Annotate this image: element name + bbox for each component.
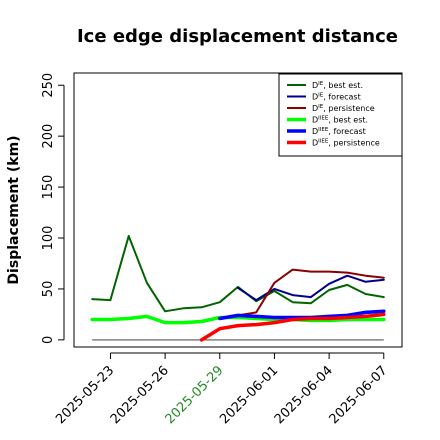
legend-entry: DIIEE, best est.	[312, 116, 368, 125]
series-line-0	[91, 235, 385, 313]
legend: DIE, best est. DIE, forecast DIE, persiste…	[278, 73, 403, 157]
legend-entry: DIE, persistence	[312, 104, 375, 113]
x-axis: 2025-05-232025-05-262025-05-292025-06-01…	[53, 352, 391, 427]
y-tick-label: 150	[41, 175, 56, 200]
series-line-2	[237, 268, 385, 317]
y-tick-label: 0	[41, 336, 56, 344]
plot-frame	[73, 72, 403, 348]
y-tick-label: 200	[41, 124, 56, 149]
y-tick-label: 100	[41, 226, 56, 251]
y-axis-title: Displacement (km)	[6, 135, 22, 284]
legend-entry: DIIEE, persistence	[312, 139, 380, 148]
plot-area	[73, 72, 403, 348]
y-tick-label: 250	[41, 73, 56, 98]
series-line-3	[90, 314, 386, 325]
series-line-5	[199, 312, 386, 342]
series-line-1	[237, 274, 385, 302]
legend-entry: DIE, best est.	[312, 81, 363, 90]
y-axis: 0 50 100 150 200 250	[41, 73, 65, 344]
legend-entry: DIIEE, forecast	[312, 127, 366, 136]
legend-entry: DIE, forecast	[312, 93, 361, 102]
x-tick-label: 2025-06-07	[327, 363, 391, 427]
chart-title: Ice edge displacement distance	[76, 26, 398, 47]
y-tick-label: 50	[41, 281, 56, 298]
